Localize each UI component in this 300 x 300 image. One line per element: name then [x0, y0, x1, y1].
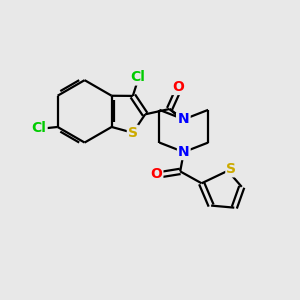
Text: N: N — [178, 145, 190, 159]
Text: N: N — [178, 112, 190, 126]
Text: Cl: Cl — [130, 70, 145, 85]
Text: Cl: Cl — [32, 122, 46, 136]
Text: S: S — [226, 162, 236, 176]
Text: S: S — [128, 126, 138, 140]
Text: N: N — [177, 113, 189, 127]
Text: O: O — [151, 167, 162, 182]
Text: O: O — [172, 80, 184, 94]
